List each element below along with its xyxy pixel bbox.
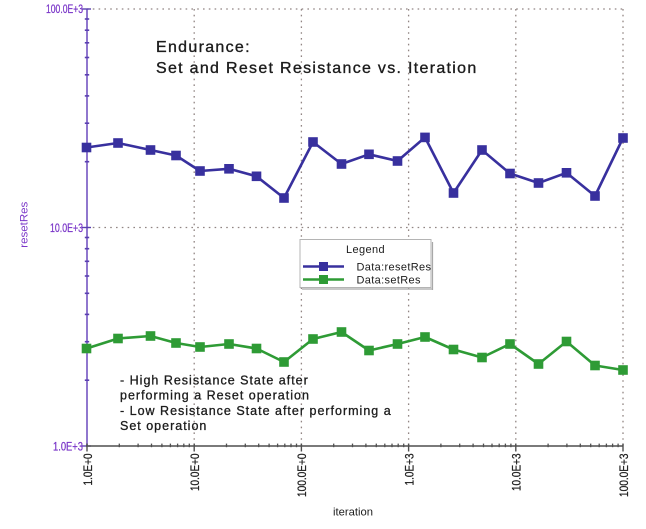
- svg-text:10.0E+0: 10.0E+0: [190, 454, 202, 492]
- svg-text:100.0E+0: 100.0E+0: [297, 454, 309, 498]
- svg-text:Set and Reset Resistance vs. I: Set and Reset Resistance vs. Iteration: [156, 60, 478, 77]
- svg-text:Data:setRes: Data:setRes: [357, 275, 422, 287]
- svg-text:10.0E+3: 10.0E+3: [50, 223, 83, 235]
- svg-text:- High Resistance State after: - High Resistance State after: [120, 373, 309, 387]
- svg-text:Set operation: Set operation: [120, 419, 207, 433]
- svg-text:performing a Reset operation: performing a Reset operation: [120, 389, 310, 403]
- svg-text:1.0E+0: 1.0E+0: [83, 454, 95, 486]
- svg-text:10.0E+3: 10.0E+3: [512, 454, 524, 492]
- svg-text:- Low Resistance State after p: - Low Resistance State after performing …: [120, 404, 392, 418]
- svg-text:100.0E+3: 100.0E+3: [46, 4, 83, 16]
- svg-text:Endurance:: Endurance:: [156, 39, 251, 56]
- svg-text:100.0E+3: 100.0E+3: [619, 454, 631, 498]
- svg-text:1.0E+3: 1.0E+3: [404, 454, 416, 486]
- svg-text:Data:resetRes: Data:resetRes: [357, 262, 432, 274]
- svg-text:1.0E+3: 1.0E+3: [53, 442, 83, 454]
- svg-text:iteration: iteration: [333, 507, 373, 519]
- svg-text:Legend: Legend: [346, 244, 385, 256]
- svg-text:resetRes: resetRes: [19, 201, 31, 248]
